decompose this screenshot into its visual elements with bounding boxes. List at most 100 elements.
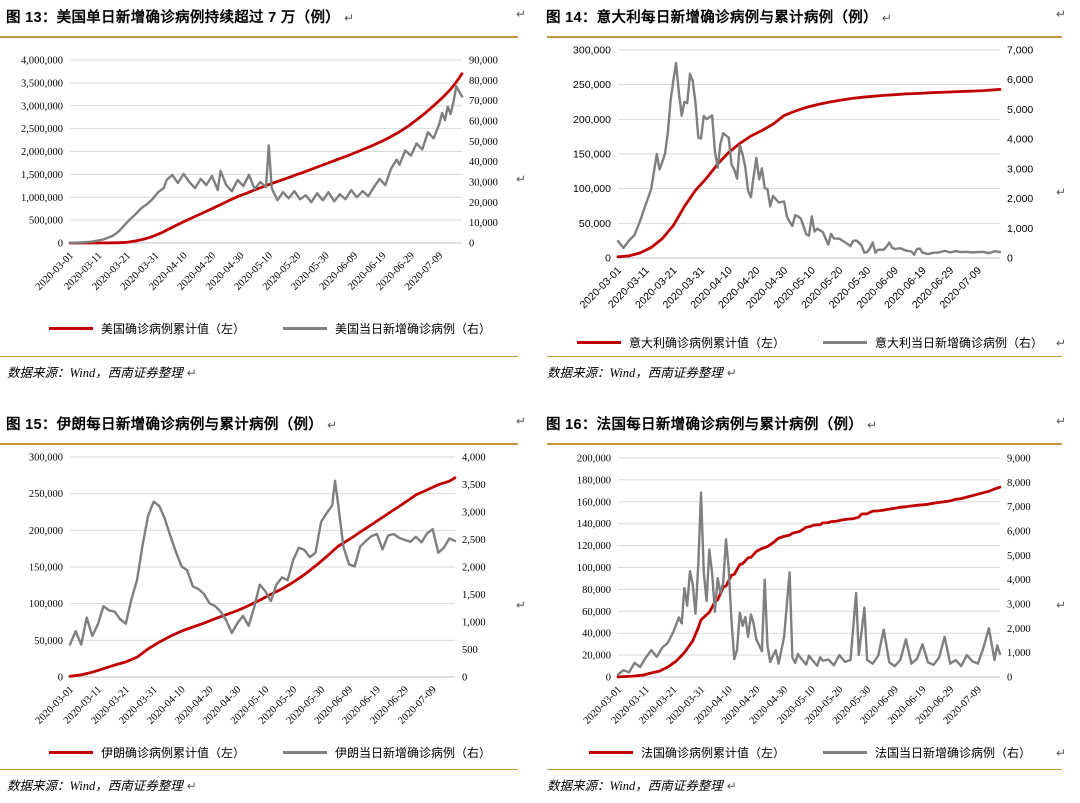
- return-mark-icon: ↵: [186, 366, 197, 380]
- legend-label: 意大利确诊病例累计值（左）: [628, 336, 785, 350]
- legend-label: 伊朗确诊病例累计值（左）: [100, 746, 245, 760]
- svg-text:200,000: 200,000: [577, 454, 611, 465]
- legend-label: 伊朗当日新增确诊病例（右）: [335, 746, 492, 760]
- legend-line-swatch: [283, 751, 327, 754]
- svg-text:3,000,000: 3,000,000: [21, 101, 63, 112]
- source-divider: [547, 769, 1062, 770]
- svg-text:60,000: 60,000: [582, 607, 611, 618]
- svg-text:200,000: 200,000: [29, 526, 63, 537]
- legend-item: 伊朗当日新增确诊病例（右）: [283, 744, 491, 761]
- legend-item: 美国当日新增确诊病例（右）: [283, 320, 491, 337]
- return-mark-icon: ↵: [344, 11, 355, 25]
- svg-text:1,000: 1,000: [462, 618, 486, 629]
- svg-text:40,000: 40,000: [582, 629, 611, 640]
- legend-item: 伊朗确诊病例累计值（左）: [48, 744, 245, 761]
- figure-title: 图 14：意大利每日新增确诊病例与累计病例（例） ↵: [546, 6, 892, 27]
- legend-label: 法国当日新增确诊病例（右）: [875, 746, 1032, 760]
- return-mark-icon: ↵: [186, 779, 197, 793]
- figure-panel-14: 图 14：意大利每日新增确诊病例与累计病例（例） ↵ ↵ ↵ ↵ 0 50,000 1…: [540, 0, 1080, 400]
- legend-line-swatch: [283, 327, 327, 330]
- iran-line-chart: 0 50,000 100,000 150,000 200,000 250,000 300,0…: [29, 453, 486, 727]
- legend-item: 法国确诊病例累计值（左）: [588, 744, 785, 761]
- svg-text:5,000: 5,000: [1007, 104, 1033, 116]
- svg-text:140,000: 140,000: [577, 519, 611, 530]
- svg-text:5,000: 5,000: [1007, 551, 1031, 562]
- legend-item: 意大利当日新增确诊病例（右）: [823, 334, 1043, 351]
- svg-text:1,000: 1,000: [1007, 648, 1031, 659]
- legend-line-swatch: [48, 751, 93, 754]
- title-underline: [547, 443, 1062, 445]
- svg-text:8,000: 8,000: [1007, 478, 1031, 489]
- data-source-text: 数据来源：Wind，西南证券整理: [547, 366, 723, 380]
- svg-text:0: 0: [469, 239, 474, 250]
- data-source: 数据来源：Wind，西南证券整理 ↵: [547, 775, 737, 794]
- svg-text:0: 0: [58, 239, 63, 250]
- svg-text:2,000,000: 2,000,000: [21, 147, 63, 158]
- svg-text:3,000: 3,000: [1007, 600, 1031, 611]
- data-source-text: 数据来源：Wind，西南证券整理: [7, 366, 183, 380]
- svg-text:100,000: 100,000: [577, 563, 611, 574]
- figure-title-text: 图 14：意大利每日新增确诊病例与累计病例（例）: [546, 10, 878, 26]
- svg-text:100,000: 100,000: [573, 183, 611, 195]
- svg-text:2,000: 2,000: [462, 563, 486, 574]
- figure-title-text: 图 16：法国每日新增确诊病例与累计病例（例）: [546, 417, 864, 433]
- return-mark-icon: ↵: [1055, 746, 1066, 760]
- return-mark-icon: ↵: [515, 414, 526, 428]
- svg-text:0: 0: [58, 673, 63, 684]
- data-source: 数据来源：Wind，西南证券整理 ↵: [547, 362, 737, 381]
- legend-label: 美国确诊病例累计值（左）: [100, 322, 245, 336]
- svg-text:6,000: 6,000: [1007, 74, 1033, 86]
- return-mark-icon: ↵: [515, 598, 526, 612]
- svg-text:300,000: 300,000: [573, 45, 611, 57]
- svg-text:4,000,000: 4,000,000: [21, 56, 63, 67]
- svg-text:70,000: 70,000: [469, 96, 498, 107]
- italy-line-chart: 0 50,000 100,000 150,000 200,000 250,000 300,0…: [573, 45, 1033, 312]
- source-divider: [0, 769, 518, 770]
- svg-text:0: 0: [1007, 253, 1013, 265]
- legend-item: 意大利确诊病例累计值（左）: [576, 334, 785, 351]
- return-mark-icon: ↵: [867, 418, 878, 432]
- chart-legend: 法国确诊病例累计值（左） 法国当日新增确诊病例（右）: [550, 744, 1070, 761]
- svg-text:200,000: 200,000: [573, 114, 611, 126]
- return-mark-icon: ↵: [327, 418, 338, 432]
- svg-text:1,500,000: 1,500,000: [21, 170, 63, 181]
- figure-panel-15: 图 15：伊朗每日新增确诊病例与累计病例（例） ↵ ↵ ↵ 0 50,000 100,…: [0, 400, 540, 803]
- svg-text:2,000: 2,000: [1007, 193, 1033, 205]
- svg-text:7,000: 7,000: [1007, 502, 1031, 513]
- svg-text:50,000: 50,000: [469, 137, 498, 148]
- svg-text:1,000,000: 1,000,000: [21, 193, 63, 204]
- svg-text:500,000: 500,000: [29, 216, 63, 227]
- return-mark-icon: ↵: [1055, 336, 1066, 350]
- return-mark-icon: ↵: [1055, 185, 1066, 199]
- data-source: 数据来源：Wind，西南证券整理 ↵: [7, 362, 197, 381]
- svg-text:50,000: 50,000: [34, 636, 63, 647]
- svg-text:80,000: 80,000: [582, 585, 611, 596]
- svg-text:4,000: 4,000: [1007, 575, 1031, 586]
- svg-text:3,000: 3,000: [462, 508, 486, 519]
- svg-text:3,000: 3,000: [1007, 163, 1033, 175]
- svg-text:7,000: 7,000: [1007, 45, 1033, 57]
- title-underline: [0, 443, 518, 445]
- legend-line-swatch: [588, 751, 633, 754]
- legend-line-swatch: [576, 341, 621, 344]
- legend-label: 意大利当日新增确诊病例（右）: [875, 336, 1044, 350]
- svg-text:150,000: 150,000: [573, 149, 611, 161]
- figure-panel-13: 图 13：美国单日新增确诊病例持续超过 7 万（例） ↵ ↵ ↵ 0 500,000…: [0, 0, 540, 400]
- legend-line-swatch: [823, 341, 867, 344]
- svg-text:250,000: 250,000: [573, 79, 611, 91]
- svg-text:6,000: 6,000: [1007, 527, 1031, 538]
- svg-text:3,500: 3,500: [462, 480, 486, 491]
- figure-title: 图 13：美国单日新增确诊病例持续超过 7 万（例） ↵: [6, 6, 354, 27]
- svg-text:0: 0: [462, 673, 467, 684]
- legend-item: 美国确诊病例累计值（左）: [48, 320, 245, 337]
- legend-line-swatch: [48, 327, 93, 330]
- legend-label: 美国当日新增确诊病例（右）: [335, 322, 492, 336]
- legend-line-swatch: [823, 751, 867, 754]
- data-source-text: 数据来源：Wind，西南证券整理: [547, 779, 723, 793]
- svg-text:2,500: 2,500: [462, 535, 486, 546]
- legend-label: 法国确诊病例累计值（左）: [640, 746, 785, 760]
- svg-text:1,000: 1,000: [1007, 223, 1033, 235]
- return-mark-icon: ↵: [881, 11, 893, 25]
- chart-legend: 意大利确诊病例累计值（左） 意大利当日新增确诊病例（右）: [550, 334, 1070, 351]
